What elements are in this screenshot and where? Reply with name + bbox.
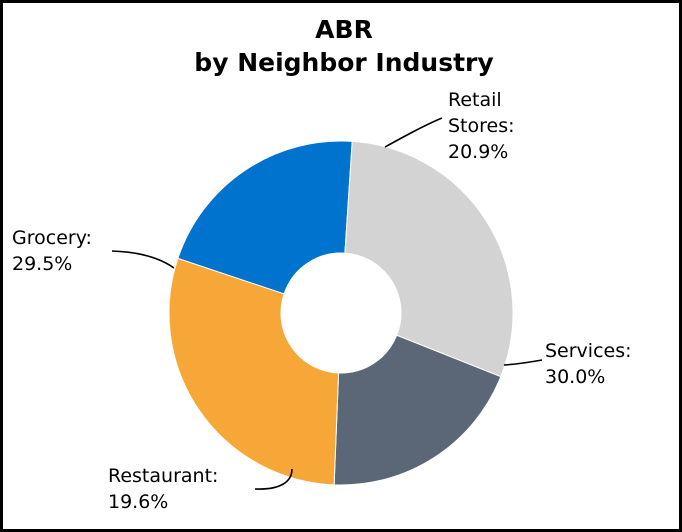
- slice-retail-stores: [177, 140, 353, 295]
- slice-label-line: Services:: [545, 340, 632, 362]
- chart-title-block: ABR by Neighbor Industry: [3, 13, 682, 79]
- slice-percent: 20.9%: [448, 141, 508, 163]
- leader-line-restaurant: [254, 468, 293, 490]
- slice-label-line: Stores:: [448, 115, 515, 137]
- slice-restaurant: [333, 334, 502, 486]
- chart-subtitle: by Neighbor Industry: [194, 48, 494, 77]
- slice-label-services: Services: 30.0%: [545, 340, 632, 388]
- slice-label-line: Restaurant:: [108, 465, 218, 487]
- slice-label-line: Retail: [448, 89, 502, 111]
- slice-label-restaurant: Restaurant: 19.6%: [108, 465, 218, 513]
- leader-line-services: [503, 359, 543, 366]
- slice-label-grocery: Grocery: 29.5%: [12, 227, 92, 275]
- chart-title: ABR: [315, 15, 373, 44]
- slice-percent: 29.5%: [12, 253, 72, 275]
- slice-grocery: [168, 257, 340, 486]
- slice-percent: 19.6%: [108, 491, 168, 513]
- slice-services: [344, 140, 514, 378]
- leader-lines-group: [111, 117, 543, 490]
- leader-line-grocery: [111, 250, 175, 269]
- slice-percent: 30.0%: [545, 366, 605, 388]
- slices-group: [168, 140, 514, 486]
- slice-label-retail-stores: Retail Stores: 20.9%: [448, 89, 515, 163]
- slice-labels-group: Retail Stores: 20.9% Services: 30.0% Restaura…: [12, 89, 632, 513]
- slice-label-line: Grocery:: [12, 227, 92, 249]
- leader-line-retail-stores: [384, 117, 443, 148]
